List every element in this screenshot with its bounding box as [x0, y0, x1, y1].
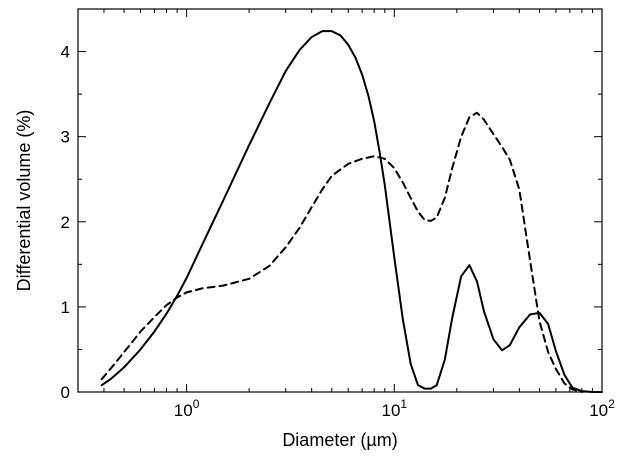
- x-tick-label: 102: [589, 397, 615, 420]
- x-tick-exponent: 0: [193, 397, 200, 411]
- y-tick-label: 1: [61, 298, 70, 317]
- plot-frame: [77, 8, 603, 393]
- y-tick-label: 0: [61, 383, 70, 402]
- y-tick-label: 4: [61, 43, 70, 62]
- y-tick-label: 3: [61, 128, 70, 147]
- x-axis-label: Diameter (µm): [282, 430, 397, 450]
- x-tick-label: 100: [174, 397, 200, 420]
- x-tick-exponent: 1: [400, 397, 407, 411]
- y-tick-label: 2: [61, 213, 70, 232]
- x-tick-base: 10: [174, 401, 193, 420]
- x-tick-base: 10: [589, 401, 608, 420]
- series-layer: [100, 30, 603, 393]
- x-tick-base: 10: [381, 401, 400, 420]
- dashed-series-line: [100, 111, 583, 393]
- solid-series-line: [100, 30, 603, 393]
- x-tick-exponent: 2: [608, 397, 615, 411]
- x-tick-label: 101: [381, 397, 407, 420]
- y-axis-label: Differential volume (%): [14, 110, 34, 292]
- y-axis-ticks: 0 1 2 3 4: [61, 43, 602, 402]
- x-axis-ticks: 100 101 102: [77, 9, 615, 420]
